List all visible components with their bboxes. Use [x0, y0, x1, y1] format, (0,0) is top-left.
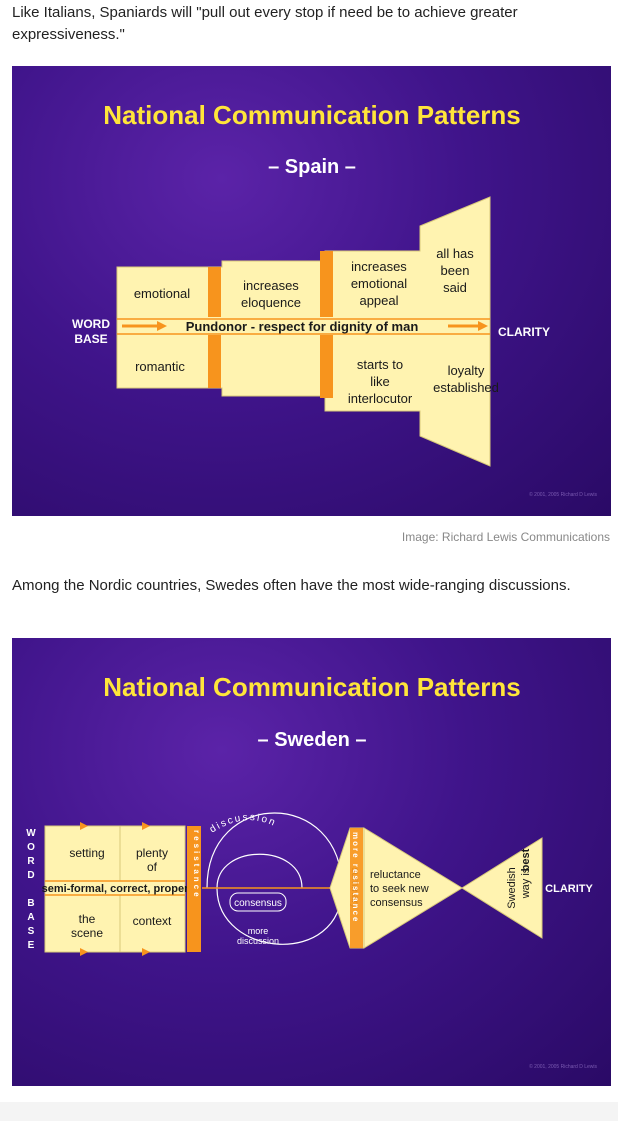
- sweden-way-is: way is: [520, 867, 532, 899]
- spain-bottom-loyalty-established: loyalty established: [433, 363, 499, 395]
- sweden-semiformal: semi-formal, correct, proper: [42, 883, 189, 895]
- sweden-more-resistance-bar: [350, 828, 363, 948]
- sweden-word-r: R: [27, 856, 35, 867]
- sweden-clarity-label: CLARITY: [545, 883, 593, 895]
- sweden-subtitle: – Sweden –: [258, 729, 367, 751]
- bottom-strip: [0, 1102, 618, 1121]
- spain-top-emotional: emotional: [134, 286, 190, 301]
- spain-clarity-label: CLARITY: [498, 325, 550, 339]
- spain-divider-bottom-2: [320, 335, 333, 398]
- sweden-diagram-svg: National Communication Patterns – Sweden…: [26, 672, 597, 1070]
- sweden-word-o: O: [27, 842, 35, 853]
- spain-bottom-loyalty-established-text: loyalty established: [433, 363, 499, 395]
- sweden-setting: setting: [69, 846, 104, 860]
- spain-bottom-starts-to-like-text: starts to like interlocutor: [348, 357, 413, 406]
- sweden-plenty-of: plenty of: [136, 846, 168, 874]
- sweden-title: National Communication Patterns: [103, 672, 521, 702]
- spain-top-increases-eloquence: increases eloquence: [241, 278, 301, 310]
- sweden-word-w: W: [26, 828, 36, 839]
- spain-top-all-has-been-said-text: all has been said: [436, 246, 474, 295]
- sweden-base-e: E: [28, 940, 35, 951]
- sweden-left-box: [44, 825, 186, 953]
- spain-title: National Communication Patterns: [103, 100, 521, 130]
- spain-center-text: Pundonor - respect for dignity of man: [186, 319, 419, 334]
- spain-bottom-romantic: romantic: [135, 359, 185, 374]
- sweden-reluctance-text: reluctance to seek new consensus: [370, 869, 429, 909]
- sweden-arrow-bottom-left: [80, 948, 88, 956]
- spain-arrow-right-head: [478, 321, 488, 331]
- sweden-swedish: Swedish: [506, 867, 518, 909]
- sweden-consensus: consensus: [234, 898, 282, 909]
- spain-top-increases-emotional-appeal: increases emotional appeal: [351, 259, 408, 308]
- spain-divider-top-2: [320, 251, 333, 317]
- spain-diagram: National Communication Patterns – Spain …: [12, 66, 611, 516]
- spain-top-increases-emotional-appeal-text: increases emotional appeal: [351, 259, 408, 308]
- sweden-arrow-top-right: [142, 822, 150, 830]
- sweden-arrow-bottom-right: [142, 948, 150, 956]
- sweden-word-letters: W O R D B A S E: [26, 828, 36, 951]
- spain-image-caption: Image: Richard Lewis Communications: [401, 530, 610, 544]
- spain-base-label: BASE: [74, 332, 107, 346]
- sweden-copyright: © 2001, 2005 Richard D Lewis: [529, 1063, 597, 1070]
- sweden-more-resistance-text: more resistance: [351, 832, 360, 923]
- sweden-the-scene: the scene: [71, 912, 103, 940]
- spain-subtitle: – Spain –: [268, 156, 356, 178]
- sweden-reluctance-triangle: [363, 827, 463, 949]
- sweden-resistance-bar: [187, 826, 201, 952]
- sweden-base-a: A: [27, 912, 34, 923]
- spain-top-increases-eloquence-text: increases eloquence: [241, 278, 301, 310]
- spain-arrow-left-head: [157, 321, 167, 331]
- intro-sweden-paragraph: Among the Nordic countries, Swedes often…: [12, 577, 571, 594]
- spain-word-label: WORD: [72, 317, 110, 331]
- sweden-diagram: National Communication Patterns – Sweden…: [12, 638, 611, 1086]
- sweden-arrow-top-left: [80, 822, 88, 830]
- sweden-resistance-text: resistance: [192, 830, 201, 900]
- spain-divider-bottom-1: [208, 335, 221, 388]
- sweden-discussion-textpath: discussion: [208, 812, 276, 835]
- spain-diagram-svg: National Communication Patterns – Spain …: [72, 100, 597, 498]
- sweden-context: context: [133, 914, 172, 928]
- spain-copyright: © 2001, 2005 Richard D Lewis: [529, 491, 597, 498]
- sweden-swedish-triangle: [461, 837, 543, 939]
- sweden-base-b: B: [27, 898, 34, 909]
- sweden-more-discussion: more discussion: [237, 926, 279, 946]
- sweden-base-s: S: [28, 926, 35, 937]
- spain-funnel: [116, 196, 491, 467]
- sweden-discussion-loop: [206, 812, 343, 945]
- spain-divider-top-1: [208, 267, 221, 317]
- sweden-discussion-text: discussion: [208, 812, 278, 835]
- spain-bottom-starts-to-like: starts to like interlocutor: [348, 357, 413, 406]
- sweden-word-d: D: [27, 870, 34, 881]
- spain-top-all-has-been-said: all has been said: [436, 246, 474, 295]
- sweden-best: best: [520, 848, 532, 871]
- sweden-consensus-pill: [229, 892, 287, 912]
- intro-spain-paragraph: Like Italians, Spaniards will "pull out …: [12, 4, 518, 43]
